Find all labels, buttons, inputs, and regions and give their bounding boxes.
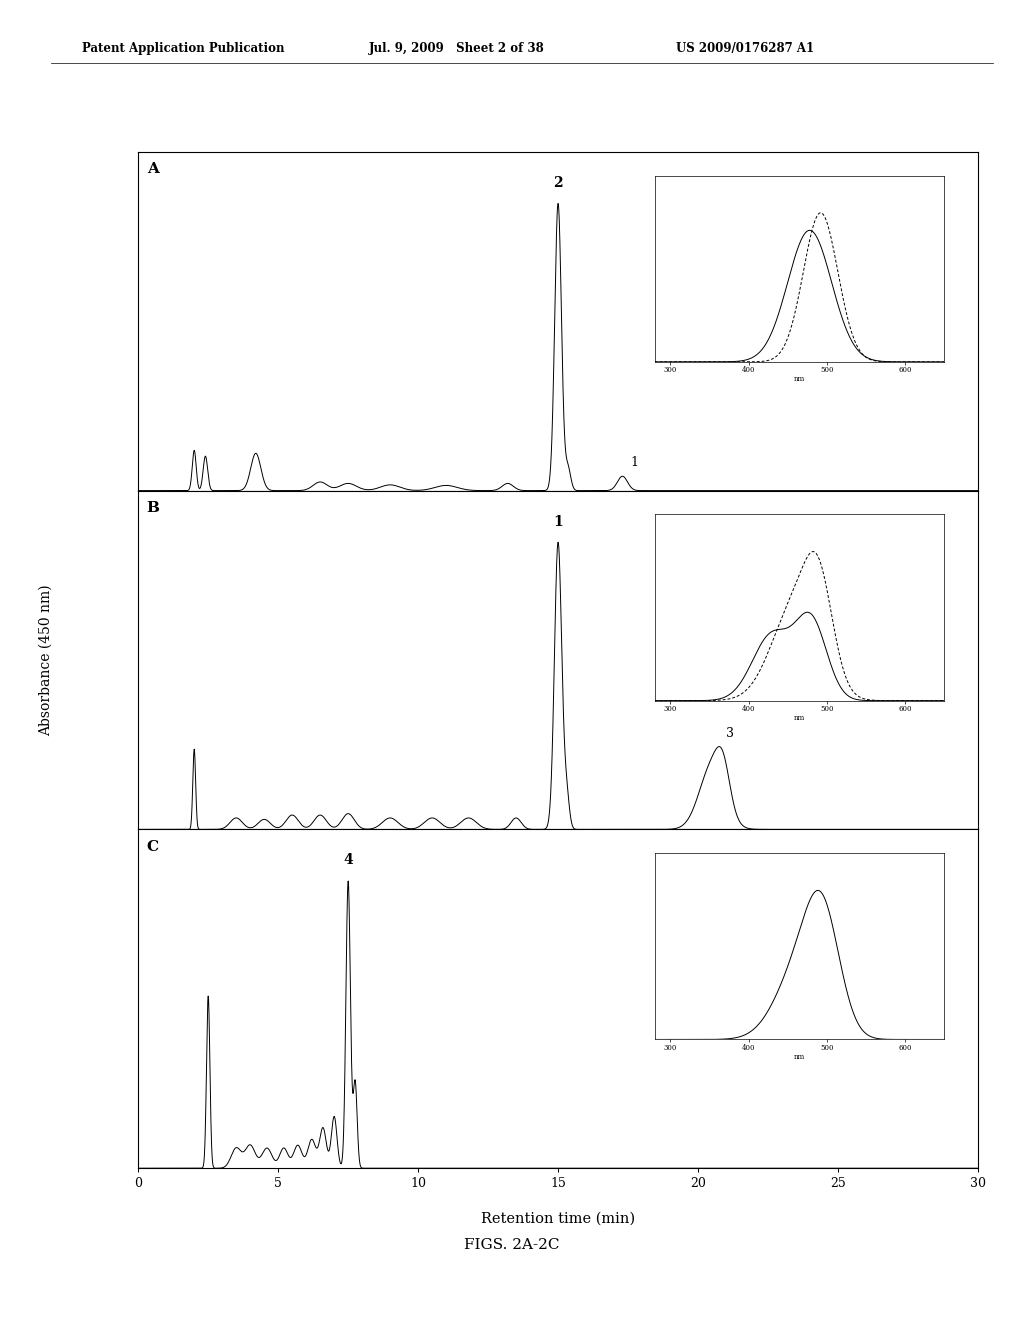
Text: FIGS. 2A-2C: FIGS. 2A-2C [464, 1238, 560, 1251]
Text: Patent Application Publication: Patent Application Publication [82, 42, 285, 55]
Text: Absorbance (450 nm): Absorbance (450 nm) [39, 585, 53, 735]
Text: Retention time (min): Retention time (min) [481, 1212, 635, 1225]
Text: 4: 4 [343, 854, 353, 867]
Text: Jul. 9, 2009   Sheet 2 of 38: Jul. 9, 2009 Sheet 2 of 38 [369, 42, 545, 55]
Text: US 2009/0176287 A1: US 2009/0176287 A1 [676, 42, 814, 55]
Text: A: A [146, 162, 159, 176]
Text: 1: 1 [631, 457, 639, 470]
Text: B: B [146, 500, 160, 515]
Text: 1: 1 [553, 515, 563, 528]
Text: 2: 2 [553, 176, 563, 190]
Text: C: C [146, 840, 159, 854]
Text: 3: 3 [726, 727, 734, 741]
